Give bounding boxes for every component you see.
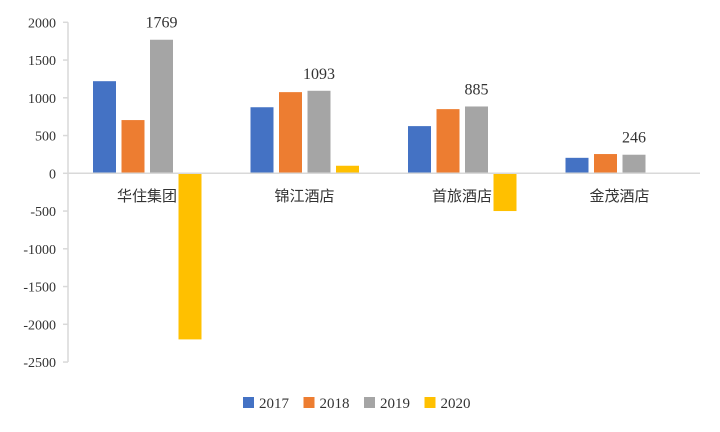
- bar-2019: [622, 154, 646, 174]
- y-tick-label: 0: [49, 167, 56, 182]
- data-label: 1093: [303, 66, 335, 83]
- data-label: 1769: [146, 15, 178, 32]
- x-category-label: 锦江酒店: [274, 187, 334, 205]
- x-category-label: 金茂酒店: [589, 187, 649, 205]
- y-tick-label: -1500: [23, 281, 56, 296]
- bar-2017: [93, 81, 116, 174]
- legend-label: 2020: [441, 396, 471, 412]
- legend-label: 2017: [259, 396, 290, 412]
- legend-label: 2019: [380, 396, 410, 412]
- data-label: 246: [622, 130, 646, 147]
- bar-2017: [250, 107, 274, 174]
- data-label: 885: [465, 81, 489, 98]
- bar-2018: [279, 92, 302, 174]
- y-tick-label: 2000: [28, 16, 56, 31]
- y-tick-label: 500: [35, 130, 56, 145]
- bar-2020: [493, 173, 517, 212]
- x-category-label: 首旅酒店: [432, 187, 492, 205]
- y-tick-label: -2000: [23, 318, 56, 333]
- bar-2020: [178, 173, 202, 340]
- bar-2020: [336, 165, 359, 174]
- x-category-label: 华住集团: [117, 187, 177, 205]
- bar-2019: [465, 106, 488, 174]
- y-tick-label: -500: [30, 205, 56, 220]
- bar-2019: [307, 90, 331, 174]
- bar-2019: [150, 39, 173, 174]
- bar-2017: [565, 157, 589, 174]
- y-tick-label: -2500: [23, 356, 56, 371]
- legend-swatch-2018: [303, 397, 315, 408]
- legend-label: 2018: [320, 396, 350, 412]
- legend-swatch-2017: [243, 397, 254, 408]
- y-tick-label: -1000: [23, 243, 56, 258]
- bar-2018: [594, 154, 617, 174]
- y-tick-label: 1500: [28, 54, 56, 69]
- legend-swatch-2019: [364, 397, 375, 408]
- y-tick-label: 1000: [28, 92, 56, 107]
- bar-2017: [408, 126, 431, 174]
- legend-swatch-2020: [424, 397, 436, 408]
- bar-2018: [121, 120, 145, 174]
- bar-2018: [436, 109, 460, 174]
